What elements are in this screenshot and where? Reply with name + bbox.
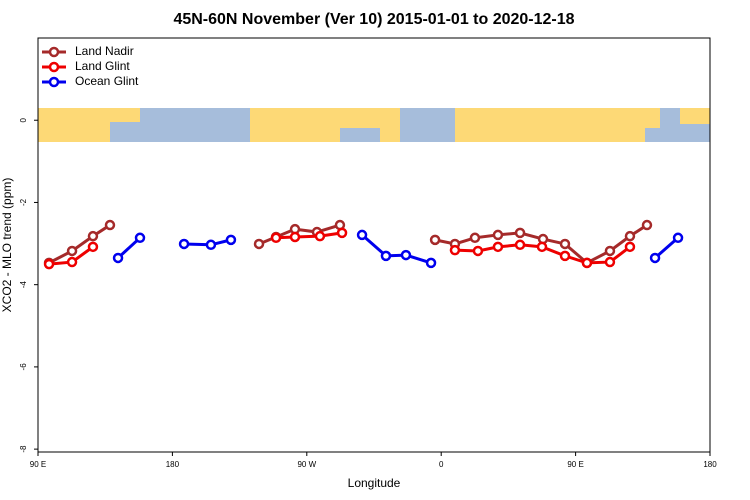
legend-label: Land Nadir (75, 44, 134, 58)
data-point (492, 229, 504, 241)
x-tick-label: 180 (703, 460, 717, 469)
data-point (429, 234, 441, 246)
data-point (559, 238, 571, 250)
legend-label: Land Glint (75, 59, 130, 73)
data-point (66, 256, 78, 268)
plot-frame (37, 37, 711, 453)
legend-marker (48, 61, 60, 73)
data-point (400, 249, 412, 261)
data-point (253, 238, 265, 250)
series-line (48, 223, 648, 265)
data-point (469, 232, 481, 244)
data-point (624, 241, 636, 253)
map-band (38, 108, 710, 142)
y-tick-label: -4 (19, 281, 28, 289)
y-tick-label: 0 (19, 117, 28, 122)
data-point (649, 252, 661, 264)
data-point (514, 227, 526, 239)
data-point (270, 232, 282, 244)
data-point (289, 231, 301, 243)
data-point (472, 245, 484, 257)
data-point (43, 258, 55, 270)
data-point (205, 239, 217, 251)
chart-title: 45N-60N November (Ver 10) 2015-01-01 to … (173, 11, 574, 28)
y-tick-label: -6 (19, 363, 28, 371)
data-point (225, 234, 237, 246)
data-point (492, 241, 504, 253)
x-tick-label: 180 (166, 460, 180, 469)
data-point (178, 238, 190, 250)
data-point (336, 227, 348, 239)
data-point (112, 252, 124, 264)
data-point (624, 230, 636, 242)
y-axis-label: XCO2 - MLO trend (ppm) (0, 178, 14, 313)
y-tick-label: -2 (19, 198, 28, 206)
data-point (66, 245, 78, 257)
data-point (559, 250, 571, 262)
legend-marker (48, 46, 60, 58)
data-point (356, 229, 368, 241)
data-point (536, 241, 548, 253)
data-point (134, 232, 146, 244)
data-point (641, 219, 653, 231)
data-point (104, 219, 116, 231)
data-point (87, 230, 99, 242)
data-point (425, 257, 437, 269)
data-point (314, 230, 326, 242)
data-point (672, 232, 684, 244)
data-point (514, 239, 526, 251)
data-point (604, 256, 616, 268)
x-tick-label: 90 E (30, 460, 46, 469)
legend-marker (48, 76, 60, 88)
data-point (380, 250, 392, 262)
x-tick-label: 90 W (297, 460, 316, 469)
x-tick-label: 90 E (567, 460, 583, 469)
x-tick-label: 0 (439, 460, 444, 469)
x-axis-label: Longitude (348, 476, 401, 490)
data-point (449, 244, 461, 256)
legend-label: Ocean Glint (75, 74, 139, 88)
data-point (581, 257, 593, 269)
data-point (604, 245, 616, 257)
y-tick-label: -8 (19, 445, 28, 453)
data-point (87, 241, 99, 253)
